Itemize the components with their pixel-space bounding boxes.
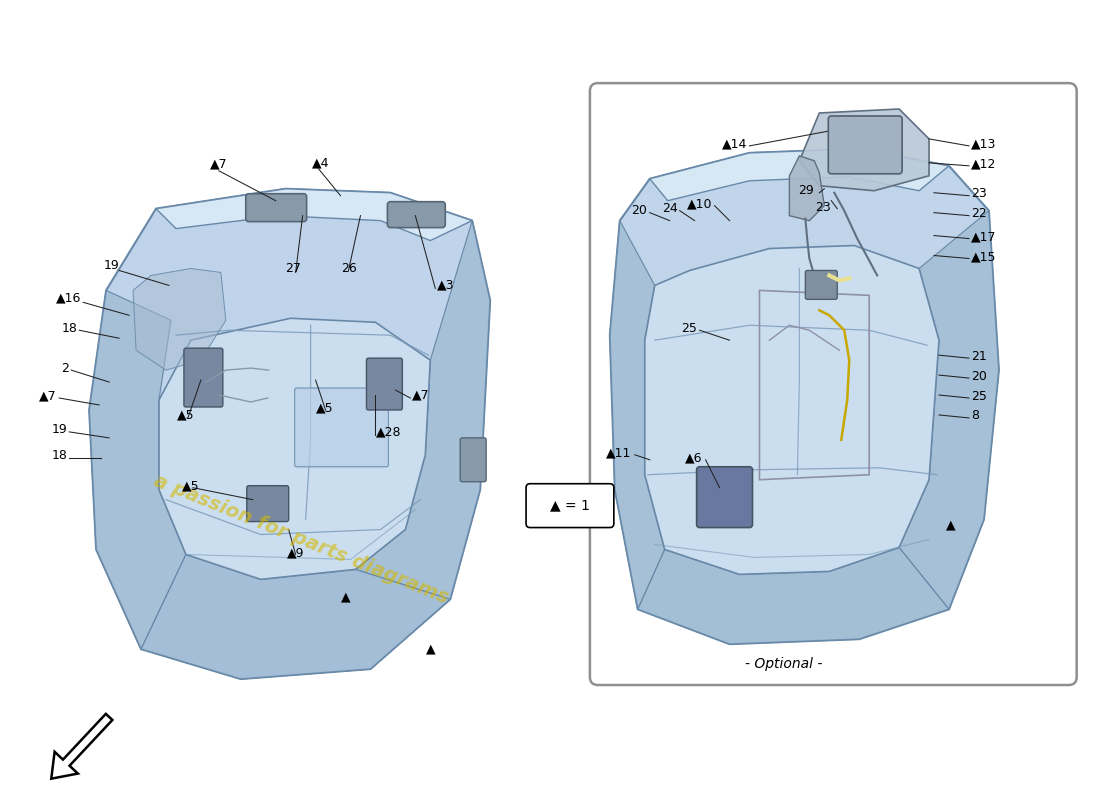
Text: 27: 27: [285, 262, 300, 275]
FancyBboxPatch shape: [590, 83, 1077, 685]
Text: 22: 22: [971, 207, 987, 220]
Polygon shape: [800, 109, 929, 190]
FancyBboxPatch shape: [246, 486, 288, 522]
Text: 23: 23: [971, 187, 987, 200]
Polygon shape: [355, 221, 491, 599]
Text: 26: 26: [341, 262, 356, 275]
Text: ▲12: ▲12: [971, 158, 997, 170]
Text: ▲5: ▲5: [183, 479, 200, 492]
Polygon shape: [160, 318, 430, 579]
FancyBboxPatch shape: [245, 194, 307, 222]
Text: a passion for parts diagrams: a passion for parts diagrams: [151, 471, 451, 607]
Text: ▲7: ▲7: [210, 158, 228, 170]
Text: - Optional -: - Optional -: [745, 657, 822, 671]
Text: ▲11: ▲11: [606, 446, 631, 459]
Text: ▲9: ▲9: [287, 546, 305, 559]
Text: ▲5: ▲5: [316, 402, 333, 414]
Text: 29: 29: [799, 184, 814, 198]
FancyBboxPatch shape: [387, 202, 446, 228]
Text: 18: 18: [52, 450, 67, 462]
Text: 19: 19: [52, 423, 67, 436]
Polygon shape: [638, 547, 949, 644]
Text: 20: 20: [971, 370, 987, 382]
Polygon shape: [141, 554, 450, 679]
Text: ▲: ▲: [426, 642, 436, 656]
Polygon shape: [89, 189, 491, 679]
FancyBboxPatch shape: [184, 348, 223, 407]
Text: ▲15: ▲15: [971, 250, 997, 263]
FancyBboxPatch shape: [295, 388, 388, 466]
Text: 21: 21: [971, 350, 987, 362]
Text: ▲6: ▲6: [685, 451, 703, 464]
Text: 19: 19: [103, 259, 119, 272]
Text: 2: 2: [62, 362, 69, 374]
FancyBboxPatch shape: [696, 466, 752, 527]
Polygon shape: [899, 210, 999, 610]
Text: ▲: ▲: [946, 518, 956, 531]
Text: 24: 24: [662, 202, 678, 215]
Text: 25: 25: [681, 322, 696, 334]
Polygon shape: [650, 149, 949, 201]
Text: ▲4: ▲4: [311, 156, 329, 170]
Text: 18: 18: [62, 322, 77, 334]
Polygon shape: [609, 149, 999, 644]
Text: ▲10: ▲10: [688, 197, 713, 210]
FancyArrow shape: [52, 714, 112, 778]
FancyBboxPatch shape: [366, 358, 403, 410]
Text: ▲16: ▲16: [56, 292, 81, 305]
Text: ▲3: ▲3: [438, 279, 454, 292]
FancyBboxPatch shape: [460, 438, 486, 482]
Polygon shape: [133, 269, 226, 370]
Polygon shape: [609, 221, 664, 610]
Text: ▲28: ▲28: [376, 426, 402, 438]
Text: ▲17: ▲17: [971, 230, 997, 243]
Text: ▲13: ▲13: [971, 138, 997, 150]
Polygon shape: [156, 189, 472, 241]
Text: 25: 25: [971, 390, 987, 402]
FancyBboxPatch shape: [828, 116, 902, 174]
Polygon shape: [790, 156, 824, 221]
Text: ▲: ▲: [341, 591, 350, 604]
Text: ▲ = 1: ▲ = 1: [550, 498, 590, 513]
Polygon shape: [645, 246, 939, 574]
Text: 20: 20: [631, 204, 647, 217]
FancyBboxPatch shape: [526, 484, 614, 527]
Text: 23: 23: [815, 201, 832, 214]
Polygon shape: [89, 290, 186, 649]
Text: ▲5: ▲5: [177, 409, 195, 422]
Text: ▲7: ▲7: [39, 390, 56, 402]
Text: ▲14: ▲14: [722, 138, 748, 150]
Text: 8: 8: [971, 410, 979, 422]
Text: ▲7: ▲7: [412, 389, 430, 402]
FancyBboxPatch shape: [805, 270, 837, 299]
